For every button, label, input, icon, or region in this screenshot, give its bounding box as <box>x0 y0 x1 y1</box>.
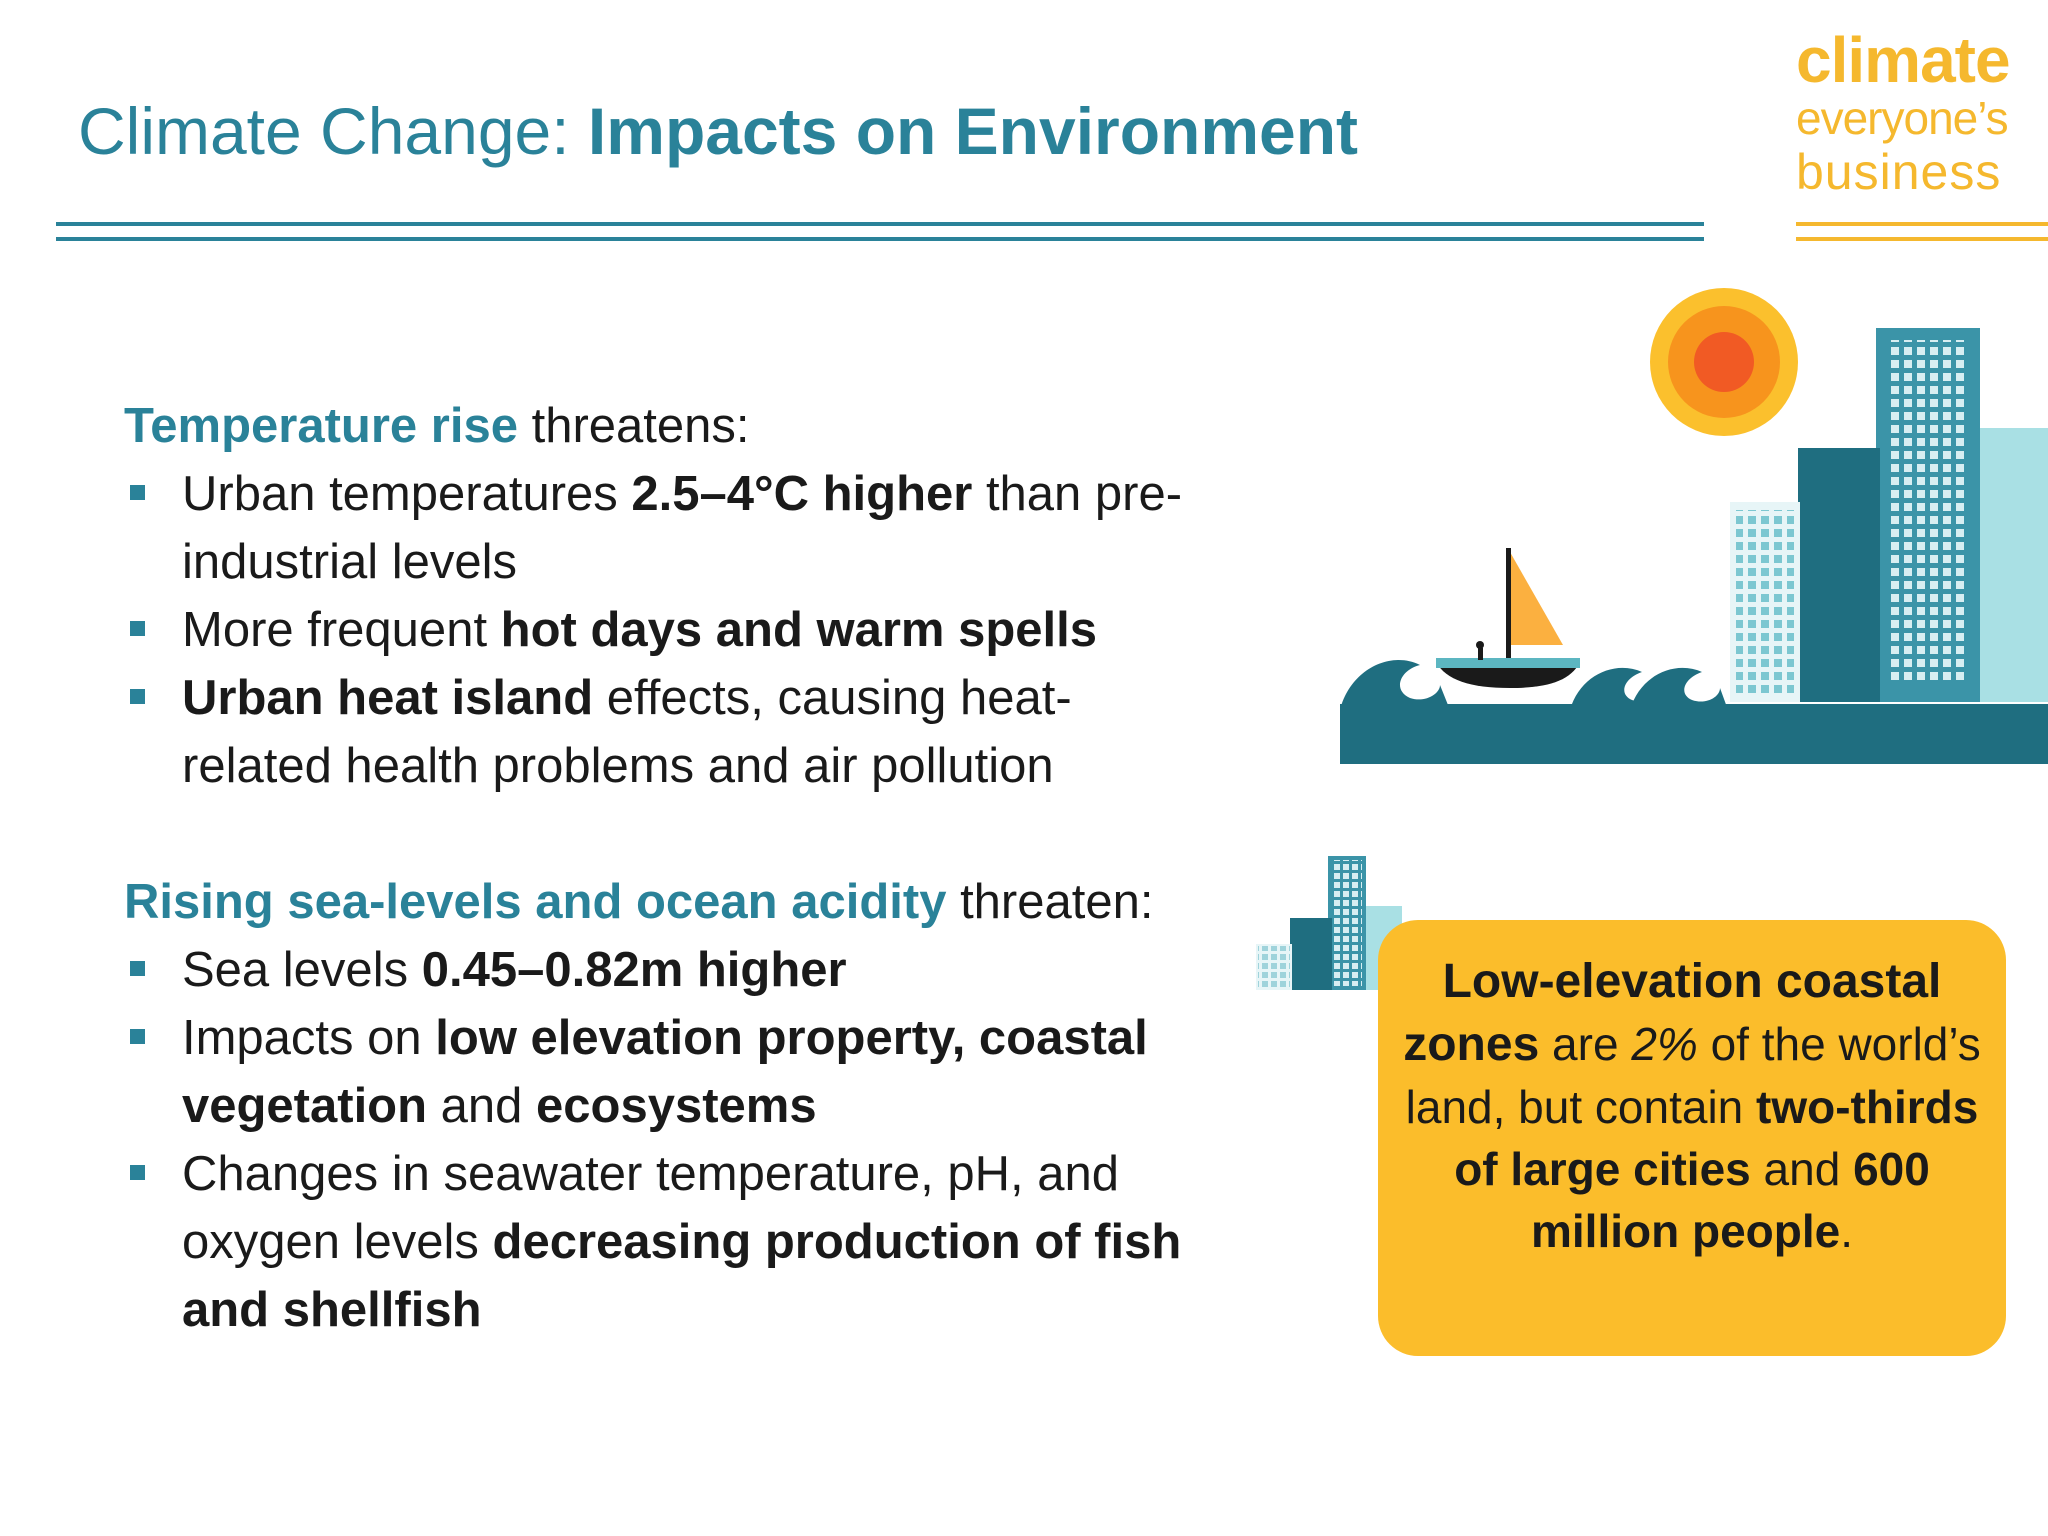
logo-rule-bottom <box>1796 237 2048 241</box>
list-item: More frequent hot days and warm spells <box>124 596 1204 664</box>
sun-icon <box>1650 288 1798 436</box>
page-title: Climate Change: Impacts on Environment <box>78 92 1358 171</box>
section2-list: Sea levels 0.45–0.82m higher Impacts on … <box>124 936 1204 1344</box>
coastal-zones-callout: Low-elevation coastal zones are 2% of th… <box>1378 920 2006 1356</box>
coastal-city-illustration <box>1340 288 2048 764</box>
logo-rule-top <box>1796 222 2048 226</box>
main-content: Temperature rise threatens: Urban temper… <box>124 392 1204 1344</box>
title-light: Climate Change: <box>78 94 588 168</box>
header-rule-bottom <box>56 237 1704 241</box>
list-item: Urban heat island effects, causing heat-… <box>124 664 1204 800</box>
city-buildings-icon <box>1730 328 2048 702</box>
header-rule-top <box>56 222 1704 226</box>
logo-line-2: everyone’s <box>1796 92 2009 144</box>
section1-heading: Temperature rise threatens: <box>124 399 750 453</box>
logo-line-1: climate <box>1796 24 2011 96</box>
sailboat-icon <box>1436 548 1580 688</box>
list-item: Impacts on low elevation property, coast… <box>124 1004 1204 1140</box>
callout-head: Low-elevation coastal zones <box>1403 955 1942 1071</box>
section2-heading: Rising sea-levels and ocean acidity thre… <box>124 875 1154 929</box>
logo-line-3: business <box>1796 144 2002 200</box>
section1-list: Urban temperatures 2.5–4°C higher than p… <box>124 460 1204 800</box>
sea-base <box>1340 704 2048 764</box>
waves-icon <box>1340 660 1728 710</box>
list-item: Changes in seawater temperature, pH, and… <box>124 1140 1204 1344</box>
title-bold: Impacts on Environment <box>587 94 1359 168</box>
brand-logo: climate everyone’s business <box>1796 28 2048 200</box>
list-item: Sea levels 0.45–0.82m higher <box>124 936 1204 1004</box>
list-item: Urban temperatures 2.5–4°C higher than p… <box>124 460 1204 596</box>
